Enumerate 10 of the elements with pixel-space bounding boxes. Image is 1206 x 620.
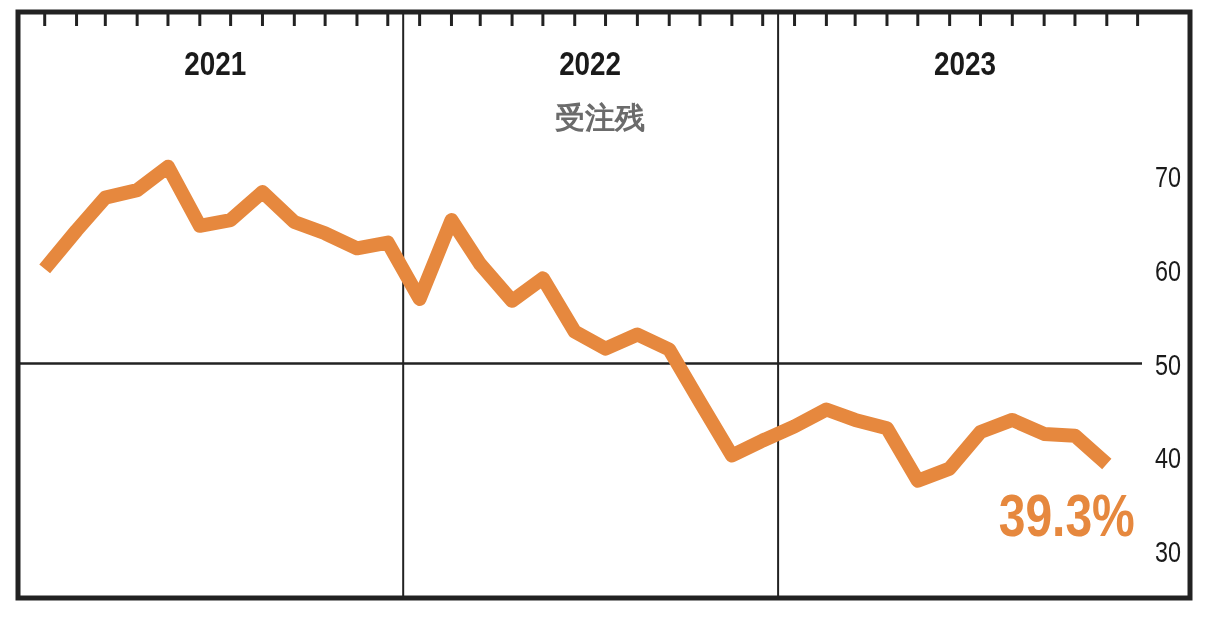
x-tick-label: 2023 (934, 44, 997, 83)
y-tick-label: 60 (1154, 254, 1182, 288)
y-tick-label: 70 (1154, 160, 1182, 194)
y-tick-label: 50 (1154, 347, 1182, 382)
y-tick-label: 30 (1154, 535, 1182, 569)
y-tick-label: 40 (1154, 441, 1182, 476)
text: 受注残 (555, 100, 645, 135)
x-tick-label: 2021 (184, 44, 247, 83)
x-tick-label: 2022 (559, 44, 622, 83)
annotation: 39.3% (998, 481, 1135, 550)
